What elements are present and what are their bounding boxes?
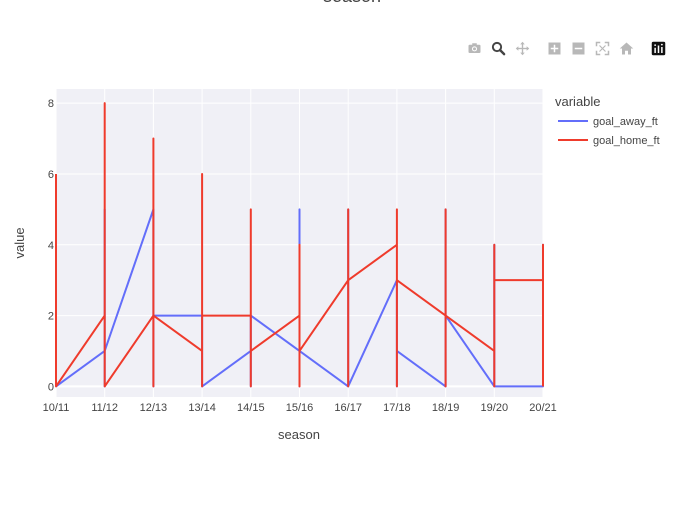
x-tick-label: 17/18 xyxy=(383,402,411,414)
series-layer[interactable] xyxy=(55,102,544,388)
x-tick-label: 18/19 xyxy=(432,402,460,414)
x-tick-label: 13/14 xyxy=(188,402,216,414)
camera-button[interactable] xyxy=(462,38,486,58)
legend-item[interactable]: goal_home_ft xyxy=(558,135,660,147)
zoom-button[interactable] xyxy=(486,38,510,58)
legend-label: goal_home_ft xyxy=(593,135,660,147)
legend-item[interactable]: goal_away_ft xyxy=(558,116,658,128)
x-tick-label: 16/17 xyxy=(334,402,362,414)
y-tick-label: 8 xyxy=(48,98,54,110)
y-tick-label: 0 xyxy=(48,381,54,393)
x-tick-label: 11/12 xyxy=(91,402,118,414)
reset-axes-button[interactable] xyxy=(614,38,638,58)
x-tick-labels: 10/11 11/12 12/13 13/14 14/15 15/16 16/17 17/18… xyxy=(43,402,557,414)
y-tick-label: 6 xyxy=(48,169,54,181)
legend-label: goal_away_ft xyxy=(593,116,658,128)
x-tick-label: 19/20 xyxy=(481,402,509,414)
plotly-logo-icon xyxy=(651,41,665,55)
modebar xyxy=(462,38,670,58)
y-tick-label: 2 xyxy=(48,311,54,323)
x-tick-label: 20/21 xyxy=(529,402,557,414)
y-axis-title: value xyxy=(12,227,27,258)
reset-axes-icon xyxy=(619,42,633,54)
pan-button[interactable] xyxy=(510,38,534,58)
plotly-logo-button[interactable] xyxy=(646,38,670,58)
pan-icon xyxy=(515,41,529,55)
x-tick-label: 12/13 xyxy=(140,402,168,414)
series-line-goal_home_ft[interactable] xyxy=(55,102,544,388)
zoom-in-icon xyxy=(548,42,560,54)
zoom-icon xyxy=(491,41,505,55)
zoom-out-icon xyxy=(572,42,584,54)
x-axis-title: season xyxy=(278,427,320,442)
y-tick-label: 4 xyxy=(48,240,54,252)
x-tick-label: 14/15 xyxy=(237,402,265,414)
autoscale-icon xyxy=(595,41,609,55)
camera-icon xyxy=(468,42,480,53)
y-tick-labels: 0 2 4 6 8 xyxy=(48,98,54,393)
chart-title: season xyxy=(323,0,381,6)
x-tick-label: 15/16 xyxy=(286,402,314,414)
legend: variable goal_away_ft goal_home_ft xyxy=(555,94,660,147)
autoscale-button[interactable] xyxy=(590,38,614,58)
zoom-out-button[interactable] xyxy=(566,38,590,58)
zoom-in-button[interactable] xyxy=(542,38,566,58)
x-tick-label: 10/11 xyxy=(43,402,70,414)
legend-title: variable xyxy=(555,94,601,109)
